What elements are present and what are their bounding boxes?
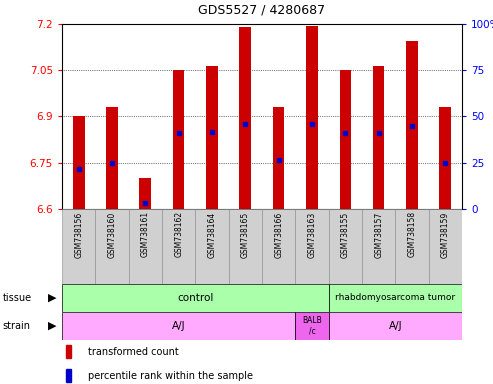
Text: ▶: ▶ (48, 293, 56, 303)
Text: A/J: A/J (172, 321, 185, 331)
Bar (229, 209, 262, 284)
Text: rhabdomyosarcoma tumor: rhabdomyosarcoma tumor (335, 293, 456, 303)
Bar (240, 27, 251, 209)
Bar (62, 284, 329, 312)
Text: GSM738159: GSM738159 (441, 211, 450, 258)
Bar (162, 209, 195, 284)
Bar (140, 178, 151, 209)
Bar (62, 312, 295, 340)
Bar (106, 107, 118, 209)
Bar (129, 209, 162, 284)
Text: GSM738162: GSM738162 (174, 211, 183, 257)
Text: strain: strain (2, 321, 31, 331)
Text: GSM738161: GSM738161 (141, 211, 150, 257)
Bar (262, 209, 295, 284)
Bar (329, 209, 362, 284)
Text: GSM738156: GSM738156 (74, 211, 83, 258)
Bar (195, 209, 229, 284)
Bar (62, 209, 95, 284)
Bar (66, 369, 70, 382)
Bar (362, 209, 395, 284)
Text: GSM738164: GSM738164 (208, 211, 216, 258)
Bar (173, 70, 184, 209)
Text: GSM738155: GSM738155 (341, 211, 350, 258)
Text: GSM738160: GSM738160 (107, 211, 116, 258)
Bar (329, 284, 462, 312)
Text: GSM738165: GSM738165 (241, 211, 250, 258)
Text: GSM738158: GSM738158 (408, 211, 417, 257)
Text: GSM738163: GSM738163 (308, 211, 317, 258)
Bar (329, 312, 462, 340)
Text: GSM738166: GSM738166 (274, 211, 283, 258)
Text: A/J: A/J (388, 321, 402, 331)
Bar (395, 209, 429, 284)
Bar (66, 345, 70, 358)
Bar (95, 209, 129, 284)
Bar (295, 312, 329, 340)
Text: tissue: tissue (2, 293, 32, 303)
Text: control: control (177, 293, 213, 303)
Bar (273, 107, 284, 209)
Bar (206, 66, 218, 209)
Text: percentile rank within the sample: percentile rank within the sample (88, 371, 253, 381)
Text: transformed count: transformed count (88, 347, 179, 357)
Text: ▶: ▶ (48, 321, 56, 331)
Bar (73, 116, 84, 209)
Text: GDS5527 / 4280687: GDS5527 / 4280687 (199, 4, 325, 17)
Bar (429, 209, 462, 284)
Bar (373, 66, 385, 209)
Text: GSM738157: GSM738157 (374, 211, 383, 258)
Text: BALB
/c: BALB /c (302, 316, 322, 336)
Bar (439, 107, 451, 209)
Bar (340, 70, 351, 209)
Bar (306, 26, 318, 209)
Bar (295, 209, 329, 284)
Bar (406, 41, 418, 209)
